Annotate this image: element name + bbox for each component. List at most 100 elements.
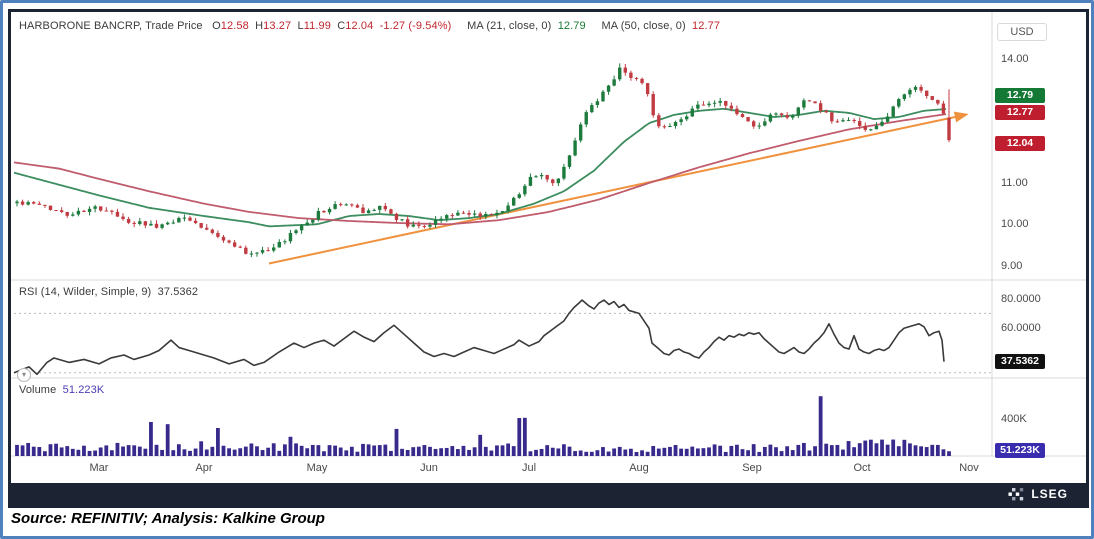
volume-bar — [930, 444, 935, 456]
volume-bar — [31, 446, 36, 456]
candle — [506, 205, 510, 212]
candle — [299, 225, 304, 231]
candle — [673, 122, 678, 127]
volume-bar — [249, 443, 254, 456]
volume-bar — [115, 442, 120, 456]
candle — [461, 212, 466, 214]
candle — [495, 212, 499, 216]
volume-bar — [779, 451, 784, 456]
month-label: Mar — [90, 462, 109, 474]
candle — [26, 202, 30, 205]
candle — [768, 114, 773, 122]
candle — [59, 210, 64, 213]
candle — [126, 219, 131, 223]
volume-bar — [132, 445, 137, 456]
volume-bar — [584, 451, 589, 456]
volume-bar — [76, 449, 81, 456]
candle — [556, 178, 561, 184]
volume-bar — [835, 444, 840, 456]
candle — [149, 223, 153, 226]
candle — [154, 223, 159, 228]
volume-bar — [913, 445, 918, 456]
volume-bar — [818, 396, 823, 456]
volume-bar — [919, 446, 923, 456]
lseg-logo-icon — [1008, 487, 1024, 500]
candle — [87, 208, 92, 212]
volume-bar — [450, 446, 455, 456]
volume-bar — [171, 450, 176, 456]
month-label: Oct — [853, 462, 870, 474]
candle — [322, 211, 326, 213]
candle — [366, 210, 371, 214]
volume-bar — [405, 449, 410, 456]
chart-canvas[interactable]: Mar Apr May Jun Jul Aug Sep Oct Nov — [11, 12, 1086, 483]
ma50-line — [13, 113, 947, 226]
candle — [645, 83, 650, 95]
candle — [612, 79, 616, 86]
candle — [913, 86, 918, 90]
volume-panel-collapse-icon[interactable]: ▾ — [17, 368, 31, 382]
candle — [551, 179, 555, 184]
volume-bar — [143, 448, 148, 456]
volume-bar — [550, 447, 555, 456]
candle — [835, 121, 840, 123]
volume-bar — [121, 446, 125, 456]
candle — [606, 85, 611, 92]
volume-bar — [712, 444, 717, 456]
volume-bars-group — [15, 396, 951, 456]
volume-bar — [210, 446, 215, 456]
candle — [567, 155, 572, 167]
candle — [316, 211, 321, 220]
volume-bar — [874, 443, 879, 456]
candle — [623, 67, 628, 73]
candle — [746, 117, 750, 122]
candle — [456, 212, 460, 216]
candle — [852, 119, 856, 122]
volume-bar — [277, 450, 282, 456]
chart-canvas-wrap: Mar Apr May Jun Jul Aug Sep Oct Nov HARBORONE BA… — [11, 12, 1086, 483]
candle — [657, 115, 661, 127]
candle — [724, 101, 728, 106]
candle — [858, 121, 862, 126]
candle — [489, 214, 494, 216]
candle — [288, 233, 293, 242]
volume-bar — [528, 451, 533, 456]
candle — [601, 91, 605, 102]
candle — [578, 124, 583, 141]
month-label: May — [307, 462, 328, 474]
volume-bar — [182, 449, 187, 456]
volume-bar — [757, 451, 762, 456]
volume-bar — [695, 448, 700, 456]
lseg-logo-text: LSEG — [1031, 487, 1068, 501]
candle — [573, 140, 577, 156]
candle — [48, 205, 53, 211]
volume-bar — [199, 441, 204, 456]
volume-bar — [578, 450, 583, 456]
candle — [779, 113, 784, 116]
volume-bar — [243, 446, 248, 456]
volume-bar — [478, 434, 483, 456]
candle — [417, 224, 421, 226]
volume-bar — [807, 450, 812, 456]
volume-bar — [372, 445, 377, 456]
candle — [757, 125, 761, 127]
volume-bar — [868, 439, 873, 456]
candle — [629, 72, 633, 78]
candle — [562, 166, 566, 179]
candle — [729, 105, 734, 109]
candle — [177, 217, 181, 223]
candle — [712, 102, 717, 104]
volume-bar — [433, 448, 438, 456]
candle — [651, 94, 655, 116]
candle — [618, 67, 622, 80]
candle — [260, 250, 265, 253]
candle — [445, 215, 449, 219]
volume-bar — [282, 444, 287, 456]
volume-bar — [785, 446, 790, 456]
volume-bar — [70, 448, 75, 456]
volume-bar — [762, 446, 767, 456]
volume-bar — [790, 450, 795, 456]
month-label: Jun — [420, 462, 438, 474]
candle — [930, 96, 934, 100]
volume-bar — [628, 448, 633, 456]
